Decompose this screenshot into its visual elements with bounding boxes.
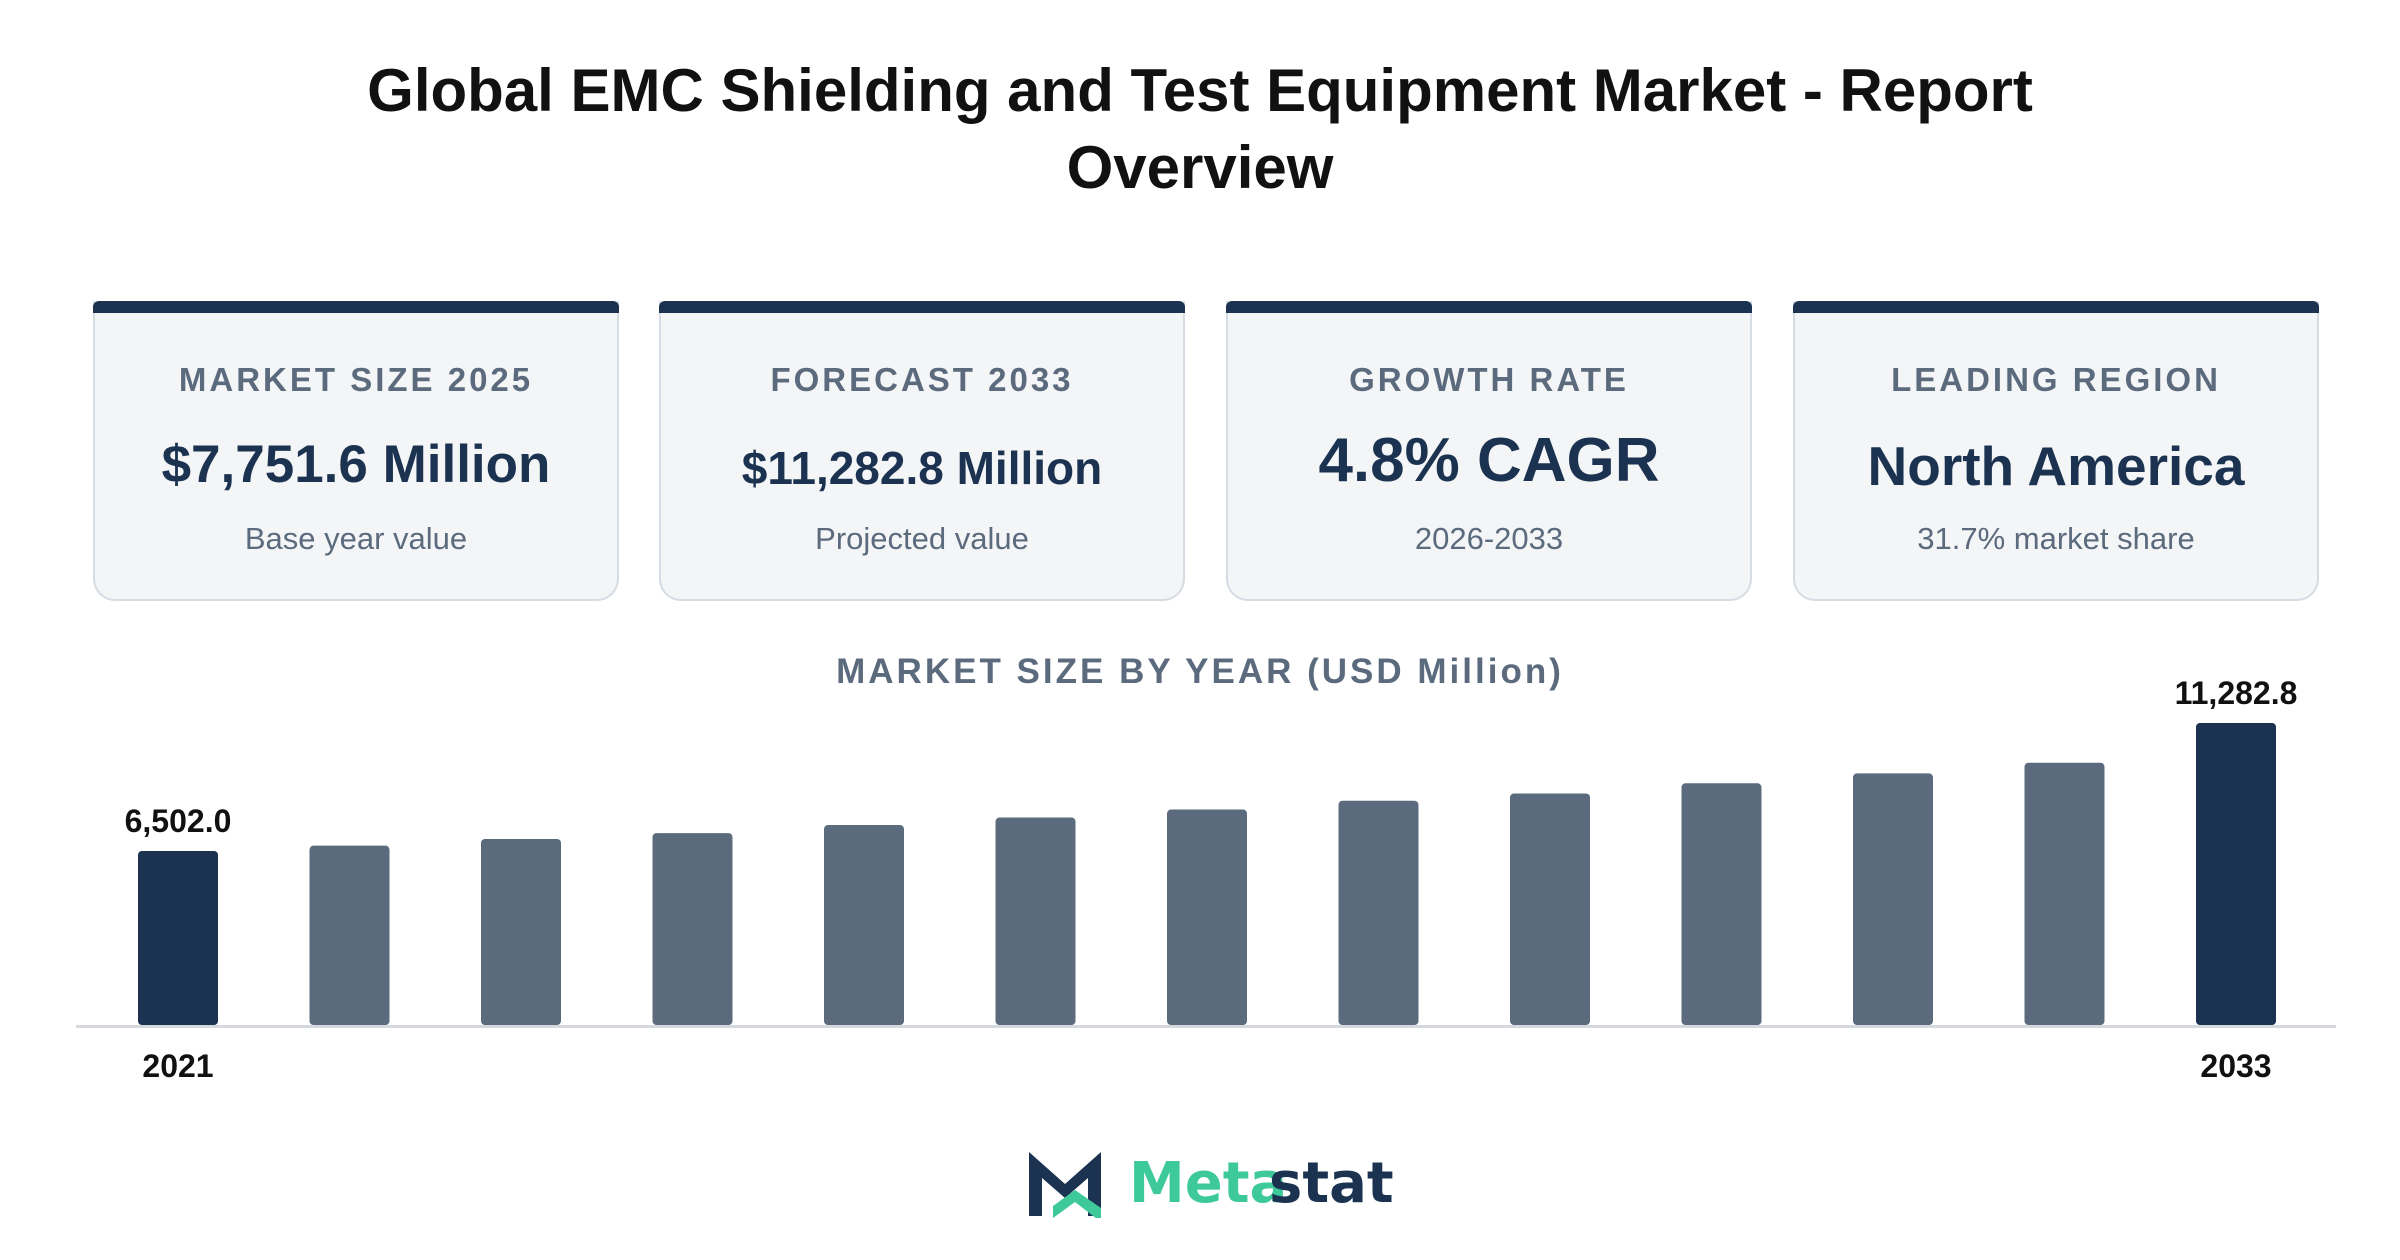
bar-2028 bbox=[1338, 800, 1419, 1025]
bar-2022 bbox=[309, 845, 390, 1025]
card-value: North America bbox=[1867, 435, 2245, 497]
card-value: 4.8% CAGR bbox=[1318, 426, 1660, 495]
bar-2024 bbox=[652, 833, 733, 1025]
card-label: FORECAST 2033 bbox=[770, 361, 1074, 398]
bar-2026 bbox=[995, 817, 1076, 1025]
data-label-2021: 6,502.0 bbox=[125, 803, 232, 839]
bar-2023 bbox=[481, 838, 561, 1025]
bar-2032 bbox=[2024, 762, 2105, 1025]
chart-title: MARKET SIZE BY YEAR (USD Million) bbox=[836, 652, 1564, 691]
bar-2025 bbox=[824, 825, 904, 1025]
card-accent-bar bbox=[1793, 301, 2319, 313]
logo-mark-dark bbox=[1029, 1152, 1101, 1216]
card-label: MARKET SIZE 2025 bbox=[178, 361, 534, 398]
logo-text-meta: Meta bbox=[1129, 1151, 1287, 1216]
data-label-2033: 11,282.8 bbox=[2175, 680, 2298, 711]
bar-2029 bbox=[1510, 793, 1590, 1025]
leading-region-card: LEADING REGION North America 31.7% marke… bbox=[1793, 301, 2319, 601]
growth-rate-card: GROWTH RATE 4.8% CAGR 2026-2033 bbox=[1226, 301, 1752, 601]
market-size-bar-chart: 6,502.0 2021 11,282.8 2033 bbox=[76, 680, 2336, 1084]
card-label: GROWTH RATE bbox=[1349, 361, 1629, 398]
card-label: LEADING REGION bbox=[1891, 361, 2221, 398]
card-accent-bar bbox=[1226, 301, 1752, 313]
bar-2027 bbox=[1167, 809, 1247, 1025]
market-size-card: MARKET SIZE 2025 $7,751.6 Million Base y… bbox=[93, 301, 619, 601]
bar-2031 bbox=[1853, 773, 1933, 1025]
logo-text-stat: stat bbox=[1269, 1151, 1394, 1216]
card-accent-bar bbox=[93, 301, 619, 313]
card-accent-bar bbox=[659, 301, 1185, 313]
card-subtitle: 2026-2033 bbox=[1414, 521, 1564, 556]
bar-2030 bbox=[1681, 783, 1762, 1025]
x-tick-label-2021: 2021 bbox=[142, 1048, 213, 1084]
card-subtitle: 31.7% market share bbox=[1917, 521, 2195, 556]
logo-mark-green bbox=[1053, 1190, 1101, 1218]
forecast-card: FORECAST 2033 $11,282.8 Million Projecte… bbox=[659, 301, 1185, 601]
page-title: Global EMC Shielding and Test Equipment … bbox=[367, 57, 2033, 201]
card-value: $7,751.6 Million bbox=[161, 435, 551, 494]
bar-2033 bbox=[2196, 723, 2276, 1025]
metastat-logo: Meta stat bbox=[1029, 1151, 1394, 1218]
bar-2021 bbox=[138, 850, 218, 1025]
card-subtitle: Base year value bbox=[244, 521, 468, 556]
x-tick-label-2033: 2033 bbox=[2200, 1048, 2271, 1084]
card-subtitle: Projected value bbox=[815, 521, 1029, 556]
card-value: $11,282.8 Million bbox=[741, 442, 1103, 494]
